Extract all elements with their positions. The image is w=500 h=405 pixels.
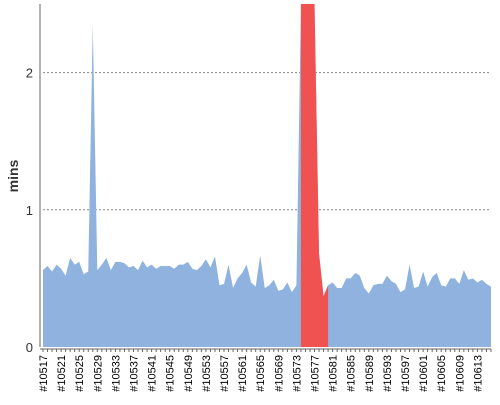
series-area — [43, 4, 491, 347]
highlight-area — [300, 4, 329, 347]
x-tick-label: #10589 — [364, 355, 376, 392]
x-tick-label: #10549 — [183, 355, 195, 392]
x-tick-label: #10525 — [74, 355, 86, 392]
x-tick-label: #10605 — [436, 355, 448, 392]
x-tick-label: #10609 — [454, 355, 466, 392]
x-tick-label: #10529 — [92, 355, 104, 392]
y-tick-label: 1 — [26, 203, 33, 218]
x-tick-label: #10517 — [38, 355, 50, 392]
x-tick-label: #10585 — [346, 355, 358, 392]
x-tick-label: #10541 — [147, 355, 159, 392]
x-tick-label: #10601 — [418, 355, 430, 392]
y-tick-label: 0 — [26, 340, 33, 355]
y-tick-label: 2 — [26, 66, 33, 81]
x-tick-label: #10565 — [255, 355, 267, 392]
x-tick-label: #10537 — [129, 355, 141, 392]
x-tick-label: #10597 — [400, 355, 412, 392]
y-axis-label: mins — [5, 159, 21, 192]
x-tick-label: #10521 — [56, 355, 68, 392]
grid-layer — [43, 72, 491, 211]
x-tick-label: #10613 — [472, 355, 484, 392]
x-tick-label: #10561 — [237, 355, 249, 392]
x-tick-label: #10593 — [382, 355, 394, 392]
x-tick-label: #10573 — [291, 355, 303, 392]
axis-layer: 0 1 2 #10517 #10521 #10525 #10529 #10533 #10537 #… — [26, 4, 492, 392]
x-tick-label: #10545 — [165, 355, 177, 392]
x-tick-label: #10569 — [273, 355, 285, 392]
x-tick-label: #10557 — [219, 355, 231, 392]
x-tick-label: #10553 — [201, 355, 213, 392]
area-layer — [43, 4, 491, 347]
x-tick-label: #10581 — [328, 355, 340, 392]
x-tick-label: #10533 — [110, 355, 122, 392]
x-tick-label: #10577 — [310, 355, 322, 392]
